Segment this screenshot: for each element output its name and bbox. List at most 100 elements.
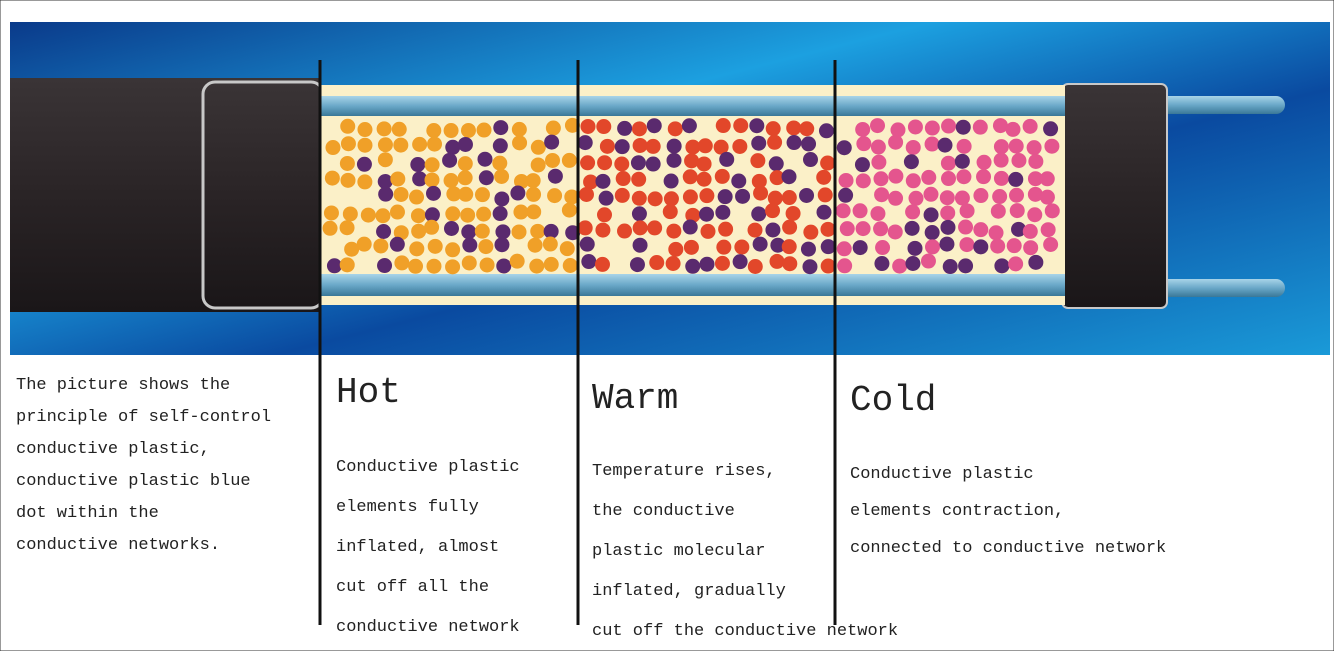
particle [799, 121, 815, 137]
particle [478, 170, 494, 186]
particle [595, 173, 611, 189]
particle [1008, 138, 1024, 154]
particle [1011, 221, 1027, 237]
particle [442, 152, 458, 168]
particle [493, 120, 509, 136]
particle [479, 257, 495, 273]
particle [474, 187, 490, 203]
particle [424, 207, 440, 223]
text-line: conductive network [336, 618, 520, 637]
particle [714, 168, 730, 184]
particle [923, 207, 939, 223]
particle [751, 173, 767, 189]
particle [905, 139, 921, 155]
particle [958, 258, 974, 274]
particle [767, 134, 783, 150]
particle [614, 187, 630, 203]
particle [837, 258, 853, 274]
conductor [320, 96, 1065, 116]
particle [377, 152, 393, 168]
particle [360, 207, 376, 223]
particle [874, 187, 890, 203]
particle [751, 135, 767, 151]
particle [781, 169, 797, 185]
particle [1009, 187, 1025, 203]
particle [561, 202, 577, 218]
particle [782, 256, 798, 272]
section-heading: Hot [336, 372, 401, 413]
particle [747, 259, 763, 275]
particle [409, 189, 425, 205]
particle [870, 206, 886, 222]
particle [578, 186, 594, 202]
particle [424, 172, 440, 188]
particle [852, 240, 868, 256]
particle [326, 258, 342, 274]
particle [443, 173, 459, 189]
text-line: conductive plastic, [16, 440, 210, 459]
particle [956, 138, 972, 154]
particle [888, 190, 904, 206]
particle [835, 203, 851, 219]
particle [599, 138, 615, 154]
particle [907, 119, 923, 135]
particle [713, 139, 729, 155]
particle [357, 122, 373, 138]
particle [890, 122, 906, 138]
particle [542, 236, 558, 252]
particle [768, 156, 784, 172]
particle [457, 136, 473, 152]
particle [696, 171, 712, 187]
text-line: Temperature rises, [592, 462, 776, 481]
particle [731, 173, 747, 189]
particle [888, 134, 904, 150]
particle [357, 174, 373, 190]
particle [1039, 171, 1055, 187]
particle [719, 151, 735, 167]
particle [937, 137, 953, 153]
particle [615, 171, 631, 187]
particle [340, 172, 356, 188]
particle [685, 139, 701, 155]
particle [799, 187, 815, 203]
particle [874, 256, 890, 272]
particle [323, 205, 339, 221]
particle [666, 138, 682, 154]
particle [907, 240, 923, 256]
particle [410, 208, 426, 224]
particle [645, 156, 661, 172]
particle [855, 221, 871, 237]
particle [1039, 189, 1055, 205]
particle [1043, 236, 1059, 252]
particle [461, 255, 477, 271]
text-line: connected to conductive network [850, 539, 1167, 558]
particle [445, 139, 461, 155]
particle [747, 222, 763, 238]
particle [579, 236, 595, 252]
particle [681, 118, 697, 134]
particle [494, 168, 510, 184]
particle [630, 155, 646, 171]
text-line: elements contraction, [850, 502, 1065, 521]
particle [356, 236, 372, 252]
particle [412, 171, 428, 187]
text-line: dot within the [16, 504, 159, 523]
particle [544, 134, 560, 150]
particle [457, 156, 473, 172]
particle [976, 169, 992, 185]
particle [564, 117, 580, 133]
text-line: the conductive [592, 502, 735, 521]
particle [446, 186, 462, 202]
particle [973, 188, 989, 204]
particle [718, 221, 734, 237]
particle [786, 120, 802, 136]
particle [1023, 240, 1039, 256]
particle [595, 222, 611, 238]
particle [785, 205, 801, 221]
particle [494, 191, 510, 207]
particle [871, 154, 887, 170]
particle [564, 189, 580, 205]
particle [445, 259, 461, 275]
particle [887, 224, 903, 240]
